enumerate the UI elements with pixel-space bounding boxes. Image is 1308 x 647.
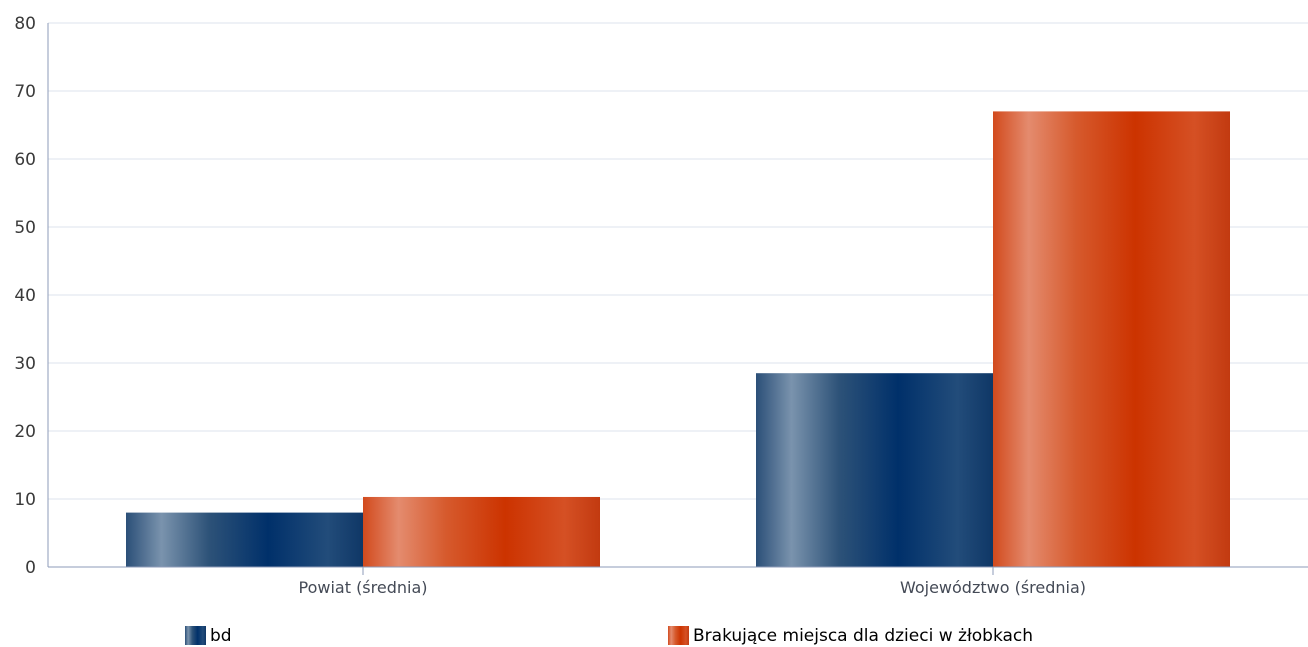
bar-brakujace-miejsca-1 bbox=[993, 111, 1230, 568]
y-tick-label: 10 bbox=[14, 490, 36, 510]
y-tick-label: 50 bbox=[14, 218, 36, 238]
y-tick-label: 60 bbox=[14, 150, 36, 170]
x-category-label: Województwo (średnia) bbox=[900, 578, 1086, 597]
bar-brakujace-miejsca-0 bbox=[363, 496, 600, 567]
y-tick-label: 20 bbox=[14, 422, 36, 442]
bars-layer bbox=[126, 111, 1230, 568]
y-tick-label: 30 bbox=[14, 354, 36, 374]
legend-label-0: bd bbox=[210, 626, 232, 646]
legend-label-1: Brakujące miejsca dla dzieci w żłobkach bbox=[693, 626, 1033, 646]
x-category-label: Powiat (średnia) bbox=[299, 578, 428, 597]
legend-swatch-1 bbox=[668, 626, 689, 645]
legend-swatch-0 bbox=[185, 626, 206, 645]
y-tick-label: 40 bbox=[14, 286, 36, 306]
bar-bd-0 bbox=[126, 512, 363, 567]
y-tick-label: 0 bbox=[25, 558, 36, 578]
legend: bd Brakujące miejsca dla dzieci w żłobkac… bbox=[185, 626, 1033, 646]
grid-layer bbox=[48, 22, 1308, 500]
axis-layer: 0 10 20 30 40 50 60 70 80 Powiat (średnia) Wojewód… bbox=[14, 14, 1308, 597]
y-tick-label: 80 bbox=[14, 14, 36, 34]
y-tick-label: 70 bbox=[14, 82, 36, 102]
bar-bd-1 bbox=[756, 373, 993, 567]
